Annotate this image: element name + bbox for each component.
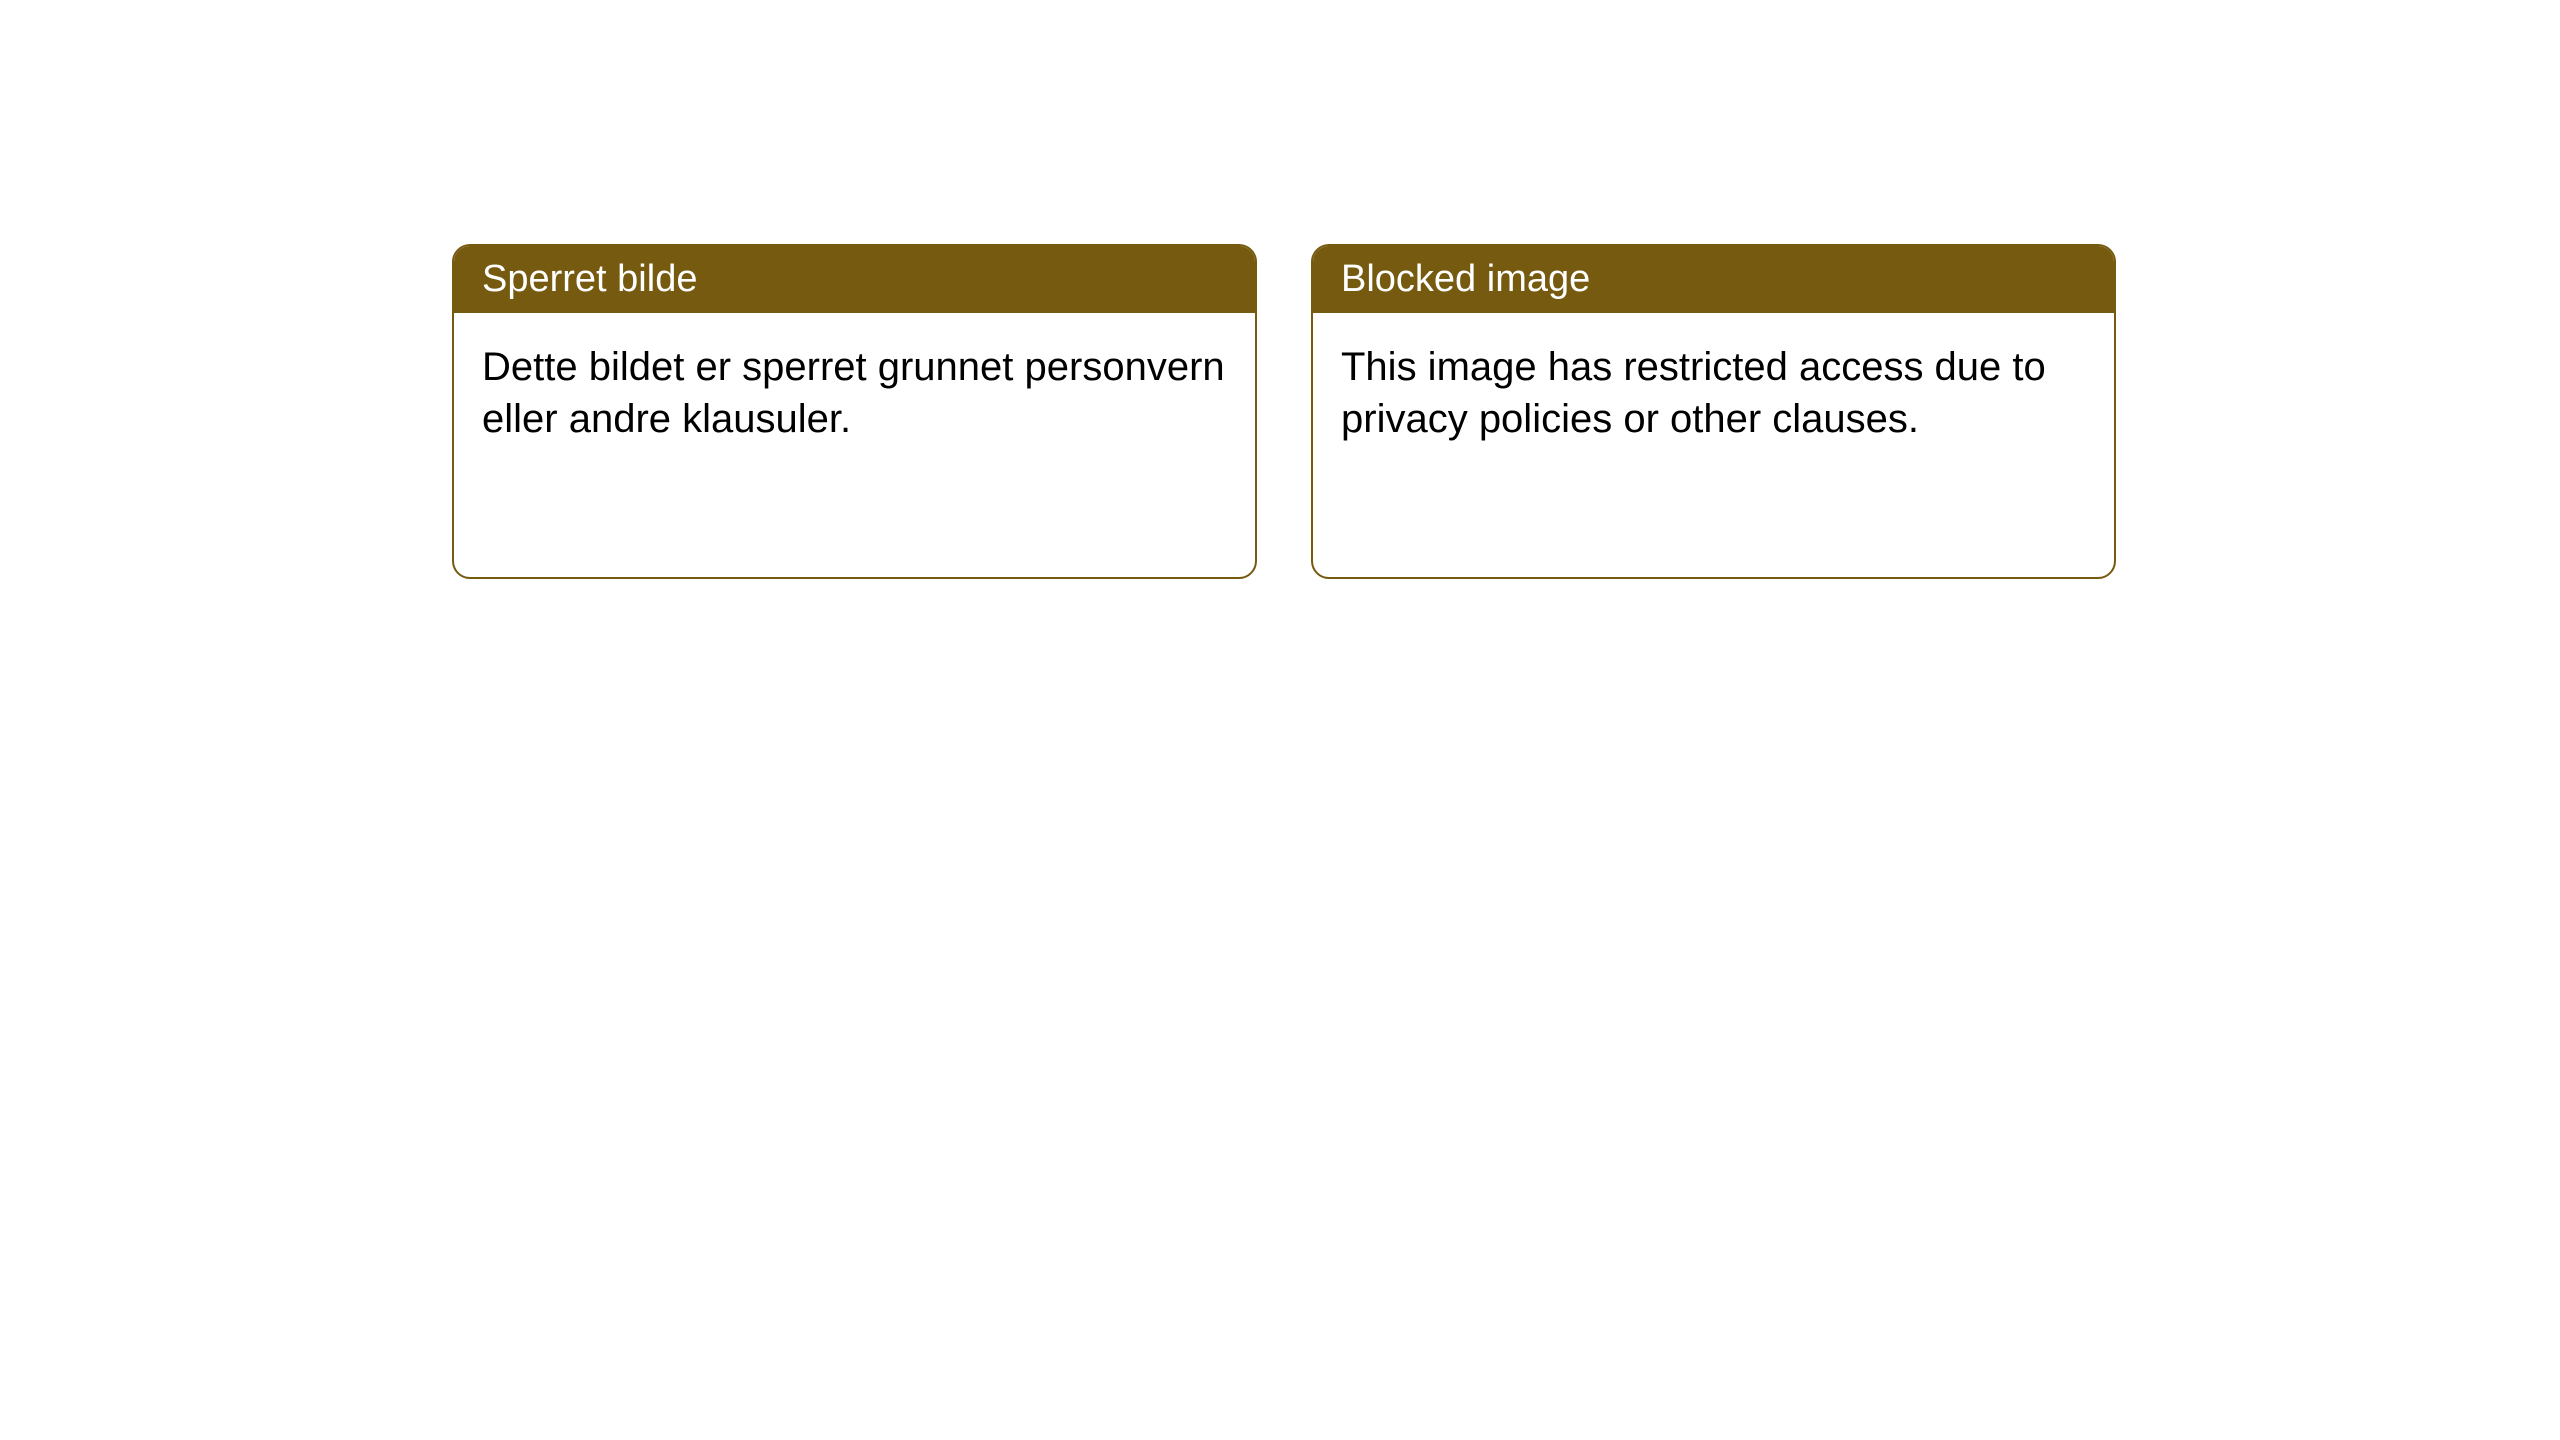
- notice-card-body: Dette bildet er sperret grunnet personve…: [454, 313, 1255, 473]
- notice-card-english: Blocked image This image has restricted …: [1311, 244, 2116, 579]
- notice-card-norwegian: Sperret bilde Dette bildet er sperret gr…: [452, 244, 1257, 579]
- notice-card-header: Sperret bilde: [454, 246, 1255, 313]
- notice-card-header: Blocked image: [1313, 246, 2114, 313]
- notice-card-body: This image has restricted access due to …: [1313, 313, 2114, 473]
- notice-cards-container: Sperret bilde Dette bildet er sperret gr…: [452, 244, 2116, 579]
